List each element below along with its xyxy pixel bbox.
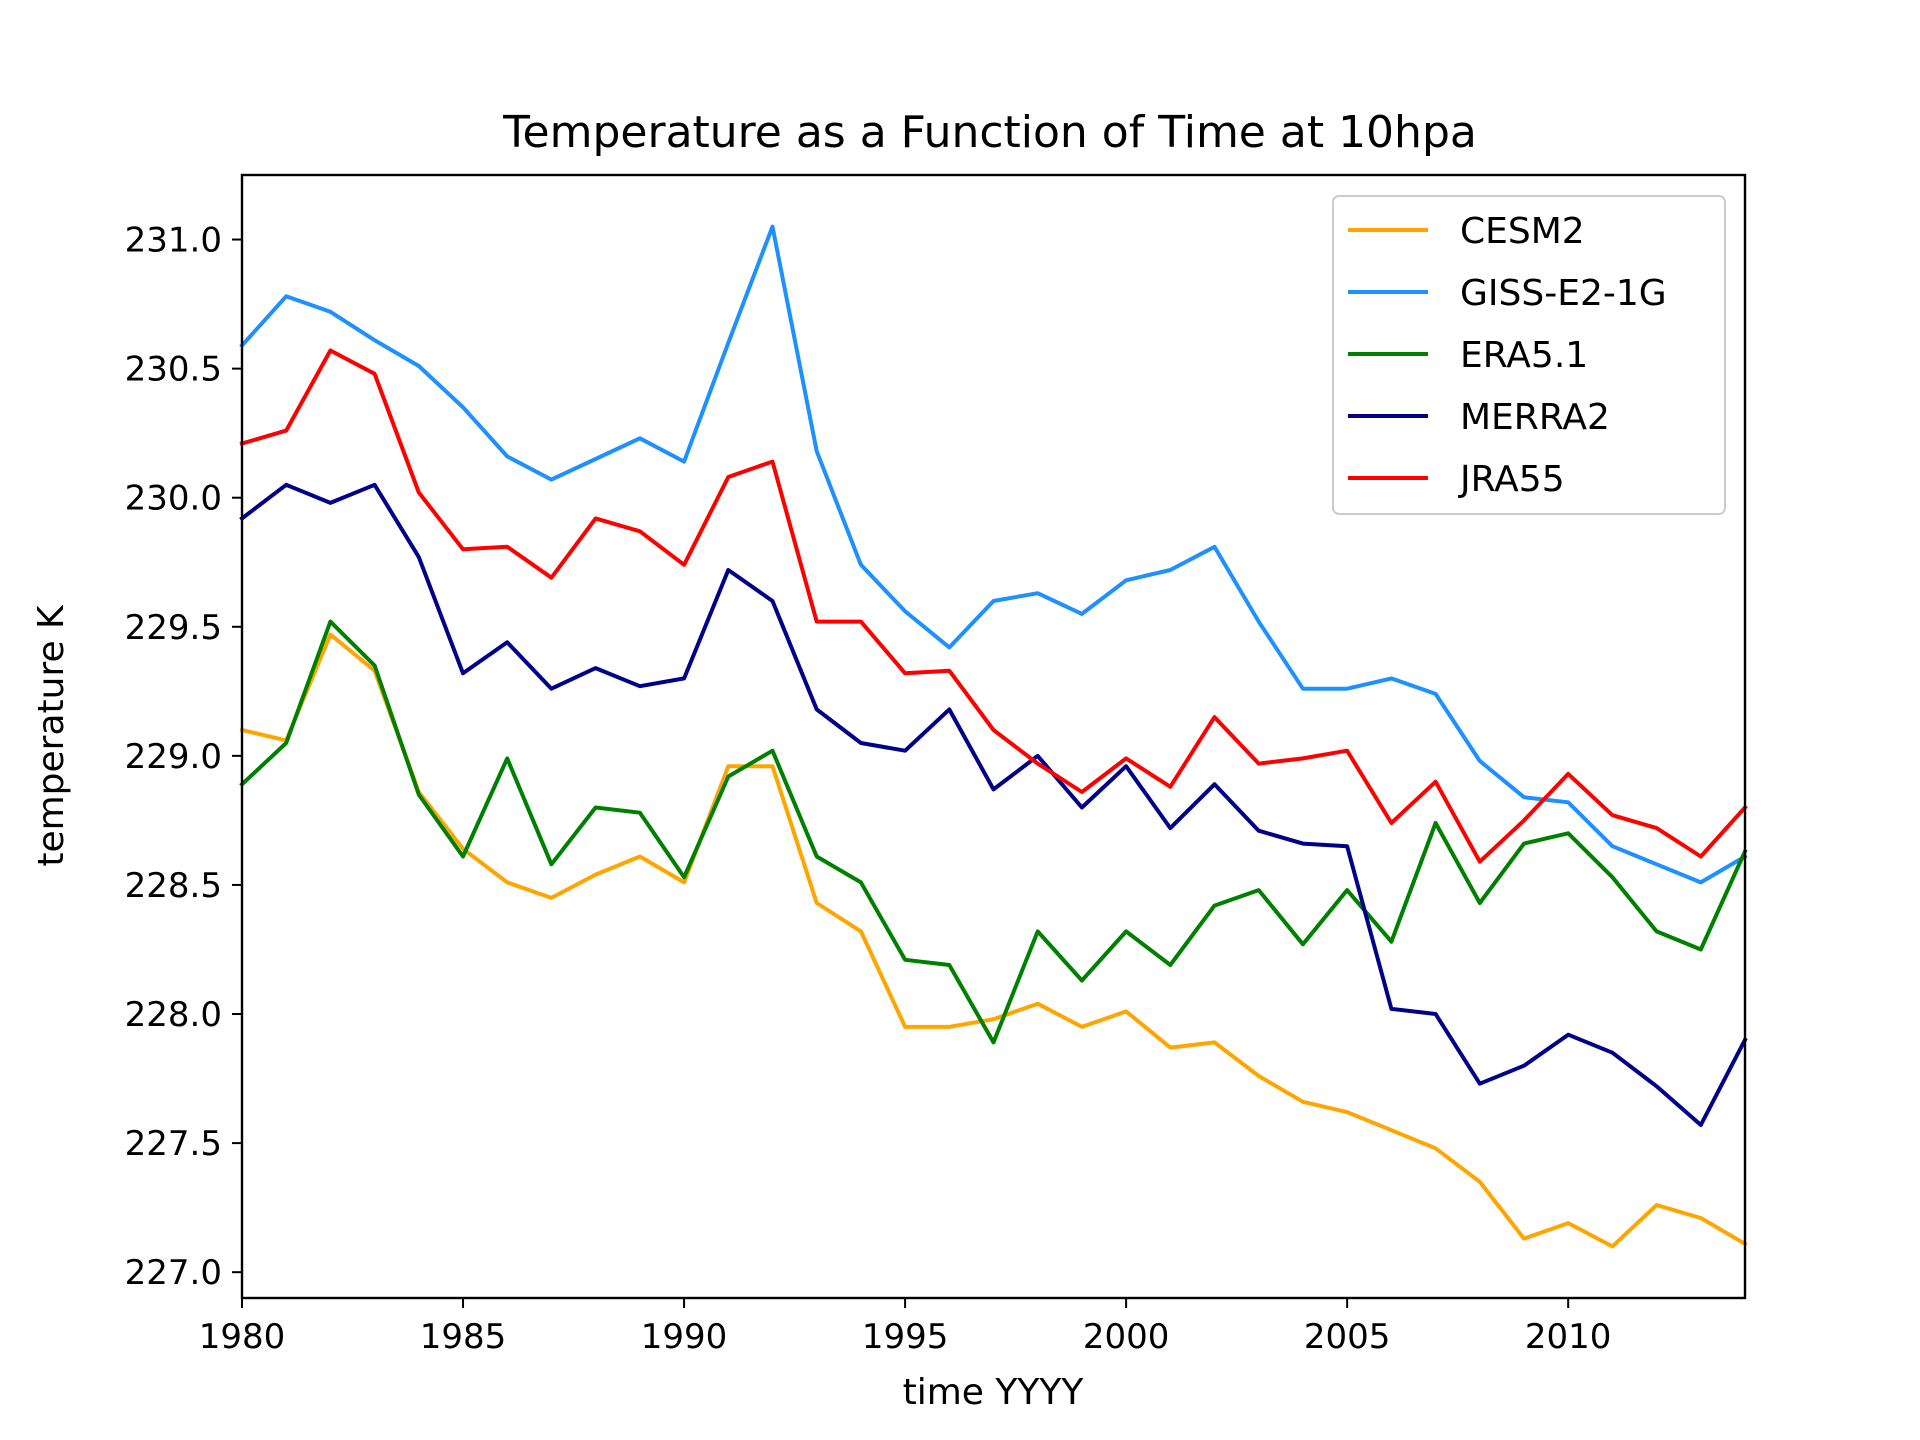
legend-items: CESM2 GISS-E2-1G ERA5.1 MERRA2 JRA55 xyxy=(1348,211,1667,500)
x-axis: 1980 1985 1990 1995 2000 2005 2010 xyxy=(199,1298,1612,1357)
y-tick-label: 231.0 xyxy=(125,221,222,261)
x-tick-label: 1990 xyxy=(641,1317,728,1357)
y-tick-label: 227.5 xyxy=(125,1124,222,1164)
legend-label-merra2: MERRA2 xyxy=(1460,397,1610,438)
chart-title: Temperature as a Function of Time at 10h… xyxy=(502,107,1477,158)
legend-label-era5-1: ERA5.1 xyxy=(1460,335,1588,376)
series-line-merra2 xyxy=(239,482,1748,1127)
series-line-giss-e2-1g xyxy=(239,224,1748,885)
y-tick-label: 228.0 xyxy=(125,995,222,1035)
y-axis-label: temperature K xyxy=(31,604,72,867)
x-tick-label: 2005 xyxy=(1304,1317,1391,1357)
legend-box xyxy=(1332,195,1726,515)
y-tick-label: 229.5 xyxy=(125,608,222,648)
x-axis-label: time YYYY xyxy=(903,1372,1085,1413)
y-axis: 227.0 227.5 228.0 228.5 229.0 229.5 230.0 230.5… xyxy=(125,221,242,1293)
legend: CESM2 GISS-E2-1G ERA5.1 MERRA2 JRA55 xyxy=(1332,195,1726,515)
legend-label-jra55: JRA55 xyxy=(1458,459,1565,500)
series-line-cesm2 xyxy=(239,632,1748,1249)
y-tick-label: 228.5 xyxy=(125,866,222,906)
y-tick-label: 230.5 xyxy=(125,350,222,390)
x-tick-label: 2010 xyxy=(1525,1317,1612,1357)
legend-label-cesm2: CESM2 xyxy=(1460,211,1585,252)
x-tick-label: 2000 xyxy=(1083,1317,1170,1357)
y-tick-label: 227.0 xyxy=(125,1253,222,1293)
x-tick-label: 1980 xyxy=(199,1317,286,1357)
series-line-era5-1 xyxy=(239,619,1748,1045)
series-layer xyxy=(239,224,1748,1249)
plot-frame xyxy=(240,173,1747,1300)
x-tick-label: 1985 xyxy=(420,1317,507,1357)
y-tick-label: 229.0 xyxy=(125,737,222,777)
legend-label-giss-e2-1g: GISS-E2-1G xyxy=(1460,273,1667,314)
series-line-jra55 xyxy=(239,348,1748,864)
y-tick-label: 230.0 xyxy=(125,479,222,519)
x-tick-label: 1995 xyxy=(862,1317,949,1357)
